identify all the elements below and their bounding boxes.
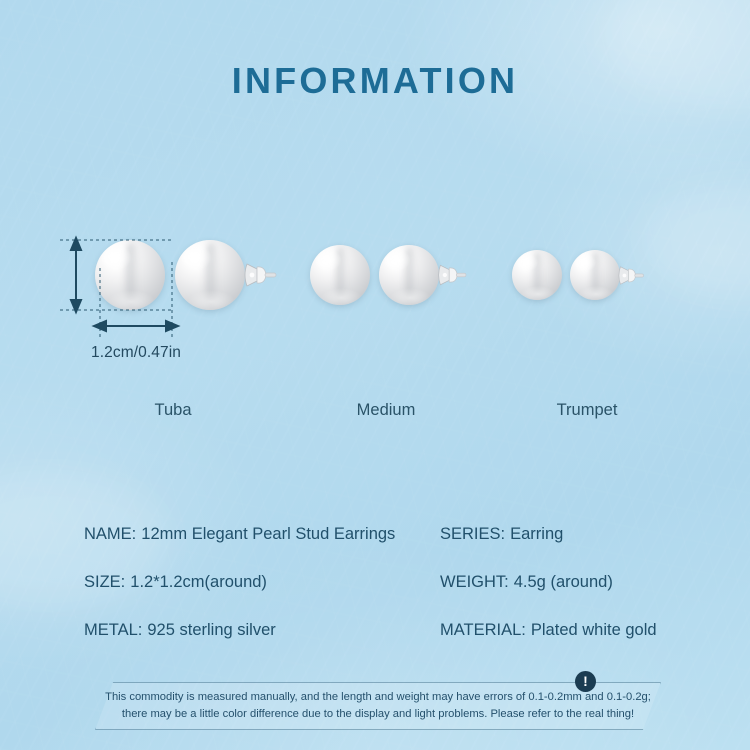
exclamation-icon: ! (575, 671, 596, 692)
earring-pair (95, 240, 279, 310)
size-caption-medium: Medium (356, 401, 416, 419)
dimension-label-horizontal: 1.2cm/0.47in (91, 344, 181, 361)
pearl-bead (310, 245, 370, 305)
spec-name: NAME: 12mm Elegant Pearl Stud Earrings (84, 525, 395, 544)
spec-key: SIZE: (84, 573, 126, 591)
spec-metal: METAL: 925 sterling silver (84, 621, 276, 640)
spec-row: METAL: 925 sterling silver MATERIAL: Plate… (84, 621, 684, 669)
pearl-bead (175, 240, 245, 310)
spec-value: 925 sterling silver (147, 621, 276, 639)
spec-key: SERIES: (440, 525, 506, 543)
disclaimer-line-1: This commodity is measured manually, and… (105, 690, 651, 703)
spec-value: 4.5g (around) (513, 573, 613, 591)
spec-key: NAME: (84, 525, 137, 543)
spec-key: WEIGHT: (440, 573, 509, 591)
page-title: INFORMATION (231, 60, 519, 101)
earring-pair (310, 245, 469, 305)
disclaimer-text: This commodity is measured manually, and… (95, 682, 661, 730)
pearl-bead (95, 240, 165, 310)
earring-clasp-icon (433, 260, 469, 290)
spec-value: 1.2*1.2cm(around) (130, 573, 267, 591)
spec-series: SERIES: Earring (440, 525, 563, 544)
spec-material: MATERIAL: Plated white gold (440, 621, 657, 640)
size-caption-tuba: Tuba (154, 401, 192, 419)
pearl-bead (570, 250, 620, 300)
spec-key: METAL: (84, 621, 143, 639)
pearl-size-comparison (0, 225, 750, 335)
disclaimer-line-2: there may be a little color difference d… (121, 708, 635, 720)
spec-row: NAME: 12mm Elegant Pearl Stud Earrings SE… (84, 525, 684, 573)
spec-key: MATERIAL: (440, 621, 526, 639)
earring-clasp-icon (614, 262, 646, 289)
banner-background (95, 682, 661, 730)
spec-value: Earring (510, 525, 564, 543)
disclaimer-banner: ! This commodity is measured manually, a… (95, 671, 661, 730)
pearl-bead (512, 250, 562, 300)
pearl-bead (379, 245, 439, 305)
earring-pair (512, 250, 646, 300)
spec-value: Plated white gold (530, 621, 657, 639)
earring-clasp-icon (239, 258, 279, 292)
size-caption-trumpet: Trumpet (556, 401, 618, 419)
spec-size: SIZE: 1.2*1.2cm(around) (84, 573, 267, 592)
spec-weight: WEIGHT: 4.5g (around) (440, 573, 613, 592)
specification-list: NAME: 12mm Elegant Pearl Stud Earrings SE… (84, 525, 684, 669)
spec-value: 12mm Elegant Pearl Stud Earrings (141, 525, 396, 543)
spec-row: SIZE: 1.2*1.2cm(around) WEIGHT: 4.5g (arou… (84, 573, 684, 621)
